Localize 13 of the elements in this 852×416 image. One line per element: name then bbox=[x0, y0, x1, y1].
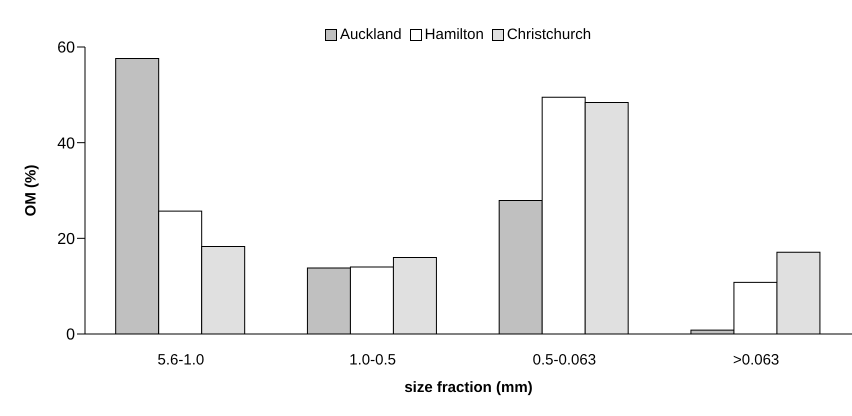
x-tick-label: >0.063 bbox=[732, 352, 780, 369]
y-tick-label: 20 bbox=[57, 231, 76, 248]
y-tick-label: 40 bbox=[57, 135, 76, 152]
y-tick-label: 60 bbox=[57, 40, 76, 57]
legend-label: Hamilton bbox=[424, 26, 484, 43]
legend-label: Christchurch bbox=[506, 26, 592, 43]
x-tick-label: 0.5-0.063 bbox=[532, 352, 596, 369]
y-axis-title: OM (%) bbox=[22, 164, 40, 216]
x-tick-label: 1.0-0.5 bbox=[349, 352, 396, 369]
x-axis-title: size fraction (mm) bbox=[404, 379, 533, 396]
legend-label: Auckland bbox=[340, 26, 402, 43]
y-tick-label: 0 bbox=[66, 326, 76, 344]
x-tick-label: 5.6-1.0 bbox=[158, 352, 204, 369]
